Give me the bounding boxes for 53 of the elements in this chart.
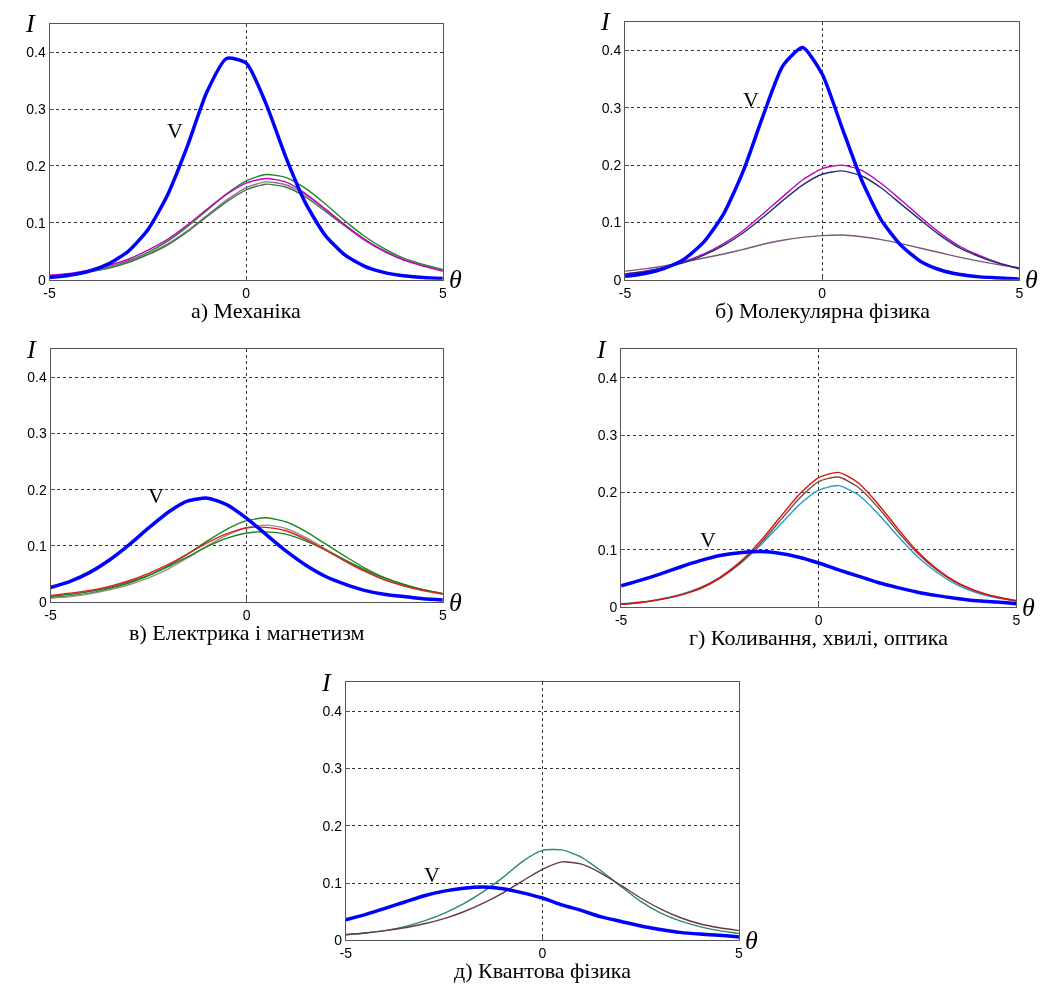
- y-tick-label: 0.4: [27, 369, 47, 386]
- y-tick-label: 0.3: [26, 101, 46, 118]
- text: в) Електрика і магнетизм: [129, 620, 365, 645]
- x-tick-label: -5: [44, 606, 58, 623]
- x-axis-title: θ: [1022, 593, 1035, 622]
- y-tick-label: 0.4: [26, 44, 46, 61]
- y-tick-label: 0.1: [27, 537, 47, 554]
- x-axis-title: θ: [745, 926, 758, 955]
- y-tick-label: 0.2: [601, 157, 622, 174]
- x-tick-label: 0: [818, 284, 827, 301]
- y-tick-label: 0.1: [601, 214, 622, 231]
- series-label: V: [148, 483, 164, 508]
- y-tick-label: 0.4: [322, 703, 343, 720]
- text: а) Механіка: [191, 298, 302, 323]
- y-tick-label: 0.2: [26, 157, 46, 174]
- y-tick-label: 0.1: [26, 214, 46, 231]
- x-tick-label: -5: [614, 611, 628, 628]
- y-tick-label: 0.3: [601, 99, 622, 116]
- y-tick-label: 0.4: [601, 42, 622, 59]
- y-tick-label: 0.1: [597, 541, 618, 558]
- x-axis-title: θ: [449, 588, 462, 617]
- x-axis-title: θ: [449, 265, 462, 294]
- y-axis-title: I: [26, 335, 37, 364]
- y-tick-label: 0.3: [27, 425, 47, 442]
- series-label: V: [167, 118, 183, 143]
- x-tick-label: -5: [43, 284, 57, 301]
- x-tick-label: 5: [1012, 611, 1021, 628]
- x-tick-label: 0: [814, 611, 823, 628]
- y-tick-label: 0.3: [322, 760, 343, 777]
- y-axis-title: I: [596, 335, 607, 364]
- y-tick-label: 0: [38, 594, 47, 611]
- x-tick-label: 5: [1015, 284, 1024, 301]
- y-tick-label: 0.4: [597, 369, 618, 386]
- series-label: V: [700, 527, 716, 552]
- text: г) Коливання, хвилі, оптика: [689, 625, 949, 650]
- y-axis-title: I: [321, 668, 332, 697]
- y-tick-label: 0.3: [597, 427, 618, 444]
- x-tick-label: 0: [242, 606, 251, 623]
- y-tick-label: 0: [37, 271, 46, 288]
- y-tick-label: 0.2: [322, 817, 343, 834]
- series-label: V: [424, 862, 440, 887]
- y-axis-title: I: [600, 7, 611, 36]
- x-axis-title: θ: [1025, 265, 1038, 294]
- x-tick-label: 5: [438, 284, 447, 301]
- y-axis-title: I: [25, 9, 36, 38]
- x-tick-label: 5: [735, 945, 744, 962]
- y-tick-label: 0.2: [597, 484, 618, 501]
- series-label: V: [743, 87, 759, 112]
- x-tick-label: 0: [242, 284, 251, 301]
- x-tick-label: 5: [438, 606, 447, 623]
- y-tick-label: 0.2: [27, 481, 47, 498]
- y-tick-label: 0.1: [322, 874, 343, 891]
- text: б) Молекулярна фізика: [715, 298, 931, 323]
